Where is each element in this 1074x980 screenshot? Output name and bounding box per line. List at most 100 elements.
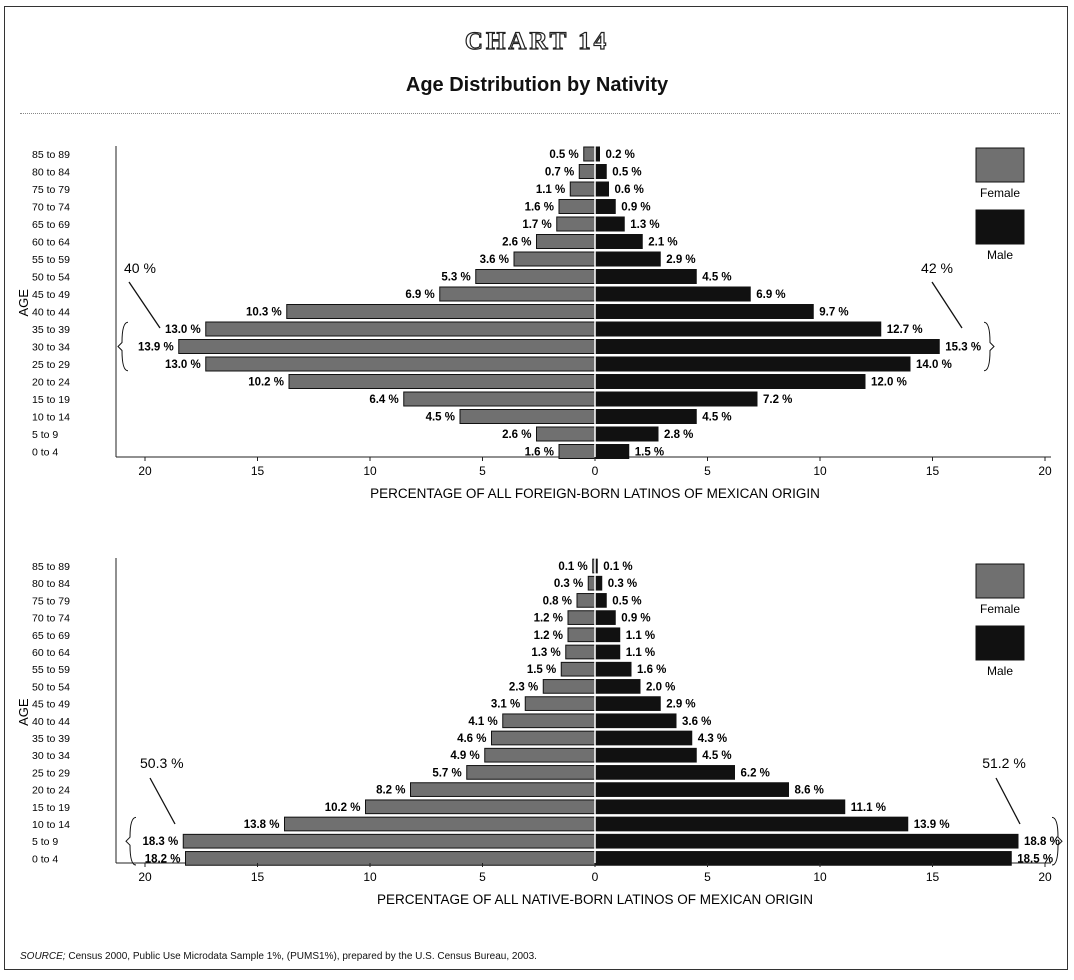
x-tick-label: 20 <box>138 464 152 478</box>
source-note: SOURCE; Census 2000, Public Use Microdat… <box>20 951 537 962</box>
male-value-label: 2.1 % <box>648 237 677 249</box>
male-bar <box>594 251 661 267</box>
y-axis-title: AGE <box>16 698 31 726</box>
female-bar <box>558 199 596 214</box>
legend-label-female: Female <box>980 602 1020 616</box>
male-value-label: 0.9 % <box>621 202 650 214</box>
male-value-label: 14.0 % <box>916 359 952 371</box>
male-value-label: 0.1 % <box>603 561 632 573</box>
male-bar <box>594 426 659 442</box>
x-tick-label: 15 <box>926 464 940 478</box>
male-value-label: 9.7 % <box>819 307 848 319</box>
bracket-right <box>1051 816 1063 866</box>
annotation-right: 51.2 % <box>982 755 1026 771</box>
annotation-pointer-right <box>931 281 963 329</box>
female-bar <box>459 409 596 424</box>
age-label: 50 to 54 <box>32 681 70 693</box>
age-label: 45 to 49 <box>32 699 70 711</box>
female-bar <box>205 356 596 372</box>
male-value-label: 0.6 % <box>615 184 644 196</box>
male-bar <box>594 765 735 780</box>
female-value-label: 1.2 % <box>534 630 563 642</box>
female-value-label: 10.2 % <box>325 802 361 814</box>
male-bar <box>594 269 697 284</box>
female-bar <box>524 696 596 711</box>
male-bar <box>594 696 661 711</box>
age-label: 0 to 4 <box>32 447 58 459</box>
male-value-label: 8.6 % <box>795 785 824 797</box>
female-value-label: 0.7 % <box>545 167 574 179</box>
female-bar <box>587 575 596 591</box>
female-bar <box>565 644 596 660</box>
age-label: 75 to 79 <box>32 595 70 607</box>
annotation-right: 42 % <box>921 260 953 276</box>
age-label: 15 to 19 <box>32 394 70 406</box>
male-bar <box>594 679 641 694</box>
native-born-pyramid: 85 to 89 80 to 84 75 to 79 70 to 74 65 to 69… <box>16 558 1063 907</box>
female-value-label: 3.6 % <box>480 254 509 266</box>
annotation-left: 40 % <box>124 260 156 276</box>
female-value-label: 18.2 % <box>145 853 181 865</box>
male-bar <box>594 747 697 763</box>
female-value-label: 10.2 % <box>248 377 284 389</box>
age-label: 60 to 64 <box>32 647 70 659</box>
female-bar <box>502 713 596 729</box>
female-value-label: 0.1 % <box>558 561 587 573</box>
age-label: 85 to 89 <box>32 561 70 573</box>
legend-label-male: Male <box>987 664 1013 678</box>
male-value-label: 1.1 % <box>626 630 655 642</box>
female-bar <box>536 426 596 442</box>
male-bar <box>594 833 1019 849</box>
x-axis-title: PERCENTAGE OF ALL NATIVE-BORN LATINOS OF… <box>377 892 813 907</box>
female-value-label: 13.0 % <box>165 324 201 336</box>
age-label: 30 to 34 <box>32 750 70 762</box>
x-tick-label: 20 <box>1038 870 1052 884</box>
female-value-label: 1.1 % <box>536 184 565 196</box>
legend-label-male: Male <box>987 248 1013 262</box>
male-value-label: 4.3 % <box>698 733 727 745</box>
female-bar <box>284 816 596 832</box>
age-label: 35 to 39 <box>32 733 70 745</box>
female-value-label: 6.9 % <box>405 289 434 301</box>
female-value-label: 2.3 % <box>509 681 538 693</box>
legend-swatch-male <box>975 209 1025 245</box>
x-tick-label: 5 <box>704 464 711 478</box>
male-value-label: 13.9 % <box>914 819 950 831</box>
age-label: 70 to 74 <box>32 202 70 214</box>
female-value-label: 13.8 % <box>244 819 280 831</box>
x-tick-label: 15 <box>926 870 940 884</box>
female-bar <box>491 730 596 746</box>
age-label: 55 to 59 <box>32 254 70 266</box>
x-tick-label: 10 <box>363 870 377 884</box>
x-tick-label: 5 <box>479 870 486 884</box>
source-label: SOURCE; <box>20 951 66 962</box>
chart-title: Age Distribution by Nativity <box>405 74 669 96</box>
x-tick-label: 10 <box>813 870 827 884</box>
male-value-label: 7.2 % <box>763 394 792 406</box>
female-bar <box>567 627 596 643</box>
age-label: 10 to 14 <box>32 412 70 424</box>
male-bar <box>594 799 846 815</box>
age-label: 70 to 74 <box>32 613 70 625</box>
female-value-label: 1.7 % <box>522 219 551 231</box>
female-bar <box>558 444 596 459</box>
male-bar <box>594 164 607 179</box>
age-label: 15 to 19 <box>32 802 70 814</box>
male-value-label: 4.5 % <box>702 750 731 762</box>
female-value-label: 10.3 % <box>246 307 282 319</box>
legend-swatch-female <box>975 147 1025 183</box>
x-tick-label: 5 <box>704 870 711 884</box>
male-value-label: 0.5 % <box>612 167 641 179</box>
female-bar <box>536 234 596 249</box>
bracket-left <box>117 321 129 372</box>
female-bar <box>439 286 596 302</box>
female-value-label: 4.9 % <box>450 750 479 762</box>
female-bar <box>475 269 596 284</box>
male-value-label: 12.7 % <box>887 324 923 336</box>
female-bar <box>286 304 596 319</box>
male-bar <box>594 782 789 797</box>
female-bar <box>466 765 596 780</box>
female-bar <box>484 747 596 763</box>
foreign-born-pyramid: 85 to 89 80 to 84 75 to 79 70 to 74 65 to 69… <box>16 146 1052 501</box>
male-bar <box>594 356 911 372</box>
